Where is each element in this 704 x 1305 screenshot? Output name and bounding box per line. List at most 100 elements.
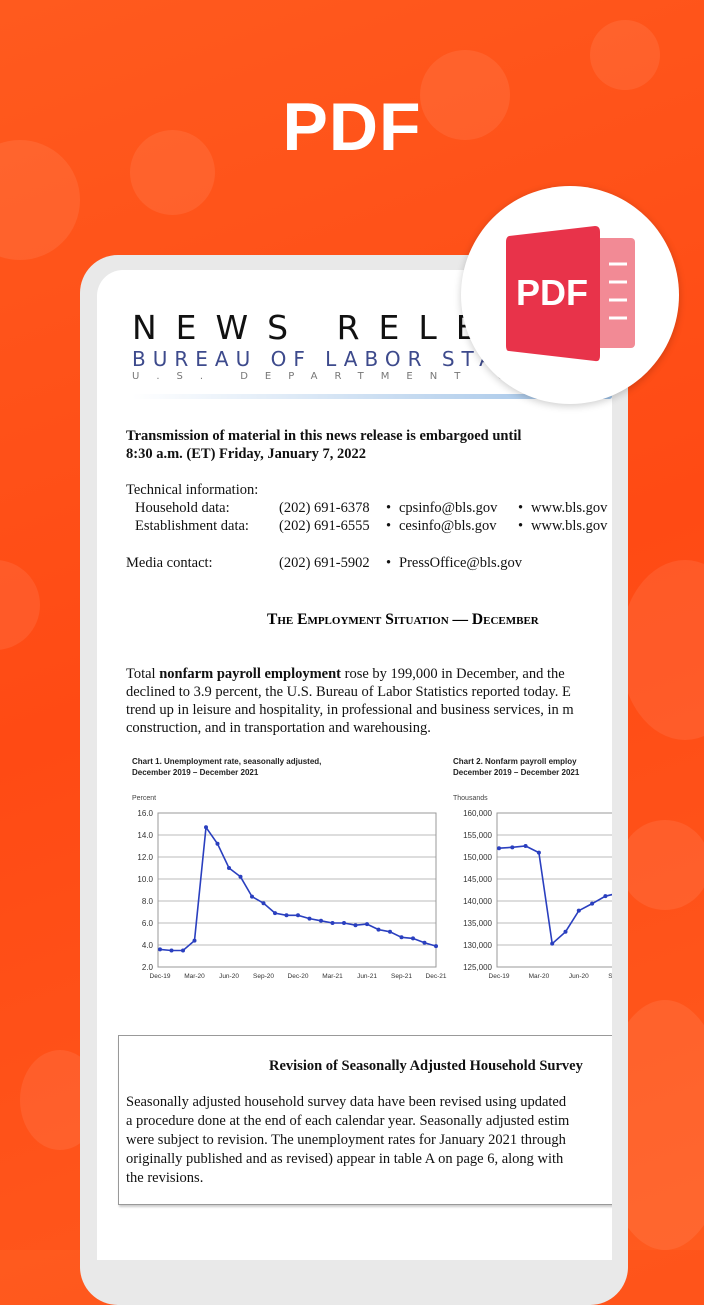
embargo-line: 8:30 a.m. (ET) Friday, January 7, 2022 xyxy=(126,446,367,462)
data-point xyxy=(523,844,528,848)
data-point xyxy=(563,929,568,934)
x-tick-label: Mar-20 xyxy=(529,973,550,980)
data-point xyxy=(181,948,185,953)
y-tick-label: 150,000 xyxy=(463,853,492,862)
pdf-page[interactable]: NEWS RELEASE BUREAU OF LABOR STATISTICS … xyxy=(97,270,612,1260)
x-tick-label: Mar-21 xyxy=(322,973,343,980)
data-point xyxy=(169,948,174,953)
contact-label: Establishment data: xyxy=(135,518,249,534)
data-point xyxy=(422,940,427,945)
data-point xyxy=(376,927,381,932)
contact-email[interactable]: cpsinfo@bls.gov xyxy=(399,500,498,516)
x-tick-label: Jun-20 xyxy=(219,973,239,980)
data-point xyxy=(238,874,243,879)
x-tick-label: Dec-21 xyxy=(426,973,447,980)
y-axis-label: Percent xyxy=(132,795,156,802)
revision-line: Seasonally adjusted household survey dat… xyxy=(126,1094,567,1110)
data-point xyxy=(284,913,289,918)
x-tick-label: Dec-19 xyxy=(489,973,510,980)
data-point xyxy=(536,850,541,855)
y-tick-label: 6.0 xyxy=(142,919,154,928)
data-point xyxy=(353,923,358,928)
y-tick-label: 135,000 xyxy=(463,919,492,928)
paragraph-line: trend up in leisure and hospitality, in … xyxy=(126,702,574,718)
y-tick-label: 12.0 xyxy=(137,853,153,862)
tech-info-label: Technical information: xyxy=(126,482,259,498)
x-tick-label: Dec-20 xyxy=(288,973,309,980)
chart-subtitle: December 2019 – December 2021 xyxy=(453,768,580,777)
contact-web[interactable]: www.bls.gov xyxy=(531,518,608,534)
y-tick-label: 10.0 xyxy=(137,875,153,884)
y-tick-label: 16.0 xyxy=(137,809,153,818)
data-point xyxy=(399,935,404,940)
section-title: The Employment Situation — December xyxy=(267,611,539,628)
media-label: Media contact: xyxy=(126,555,213,571)
data-point xyxy=(388,929,392,934)
paragraph-line: declined to 3.9 percent, the U.S. Bureau… xyxy=(126,684,571,700)
data-point xyxy=(250,894,254,899)
y-tick-label: 4.0 xyxy=(142,941,154,950)
y-tick-label: 140,000 xyxy=(463,897,492,906)
contact-email[interactable]: cesinfo@bls.gov xyxy=(399,518,497,534)
data-point xyxy=(227,866,231,870)
x-tick-label: Mar-20 xyxy=(184,973,205,980)
chart-title: Chart 2. Nonfarm payroll employ xyxy=(453,757,577,766)
series-line xyxy=(498,845,612,946)
y-tick-label: 8.0 xyxy=(142,897,154,906)
data-point xyxy=(576,908,581,913)
data-point xyxy=(590,901,595,906)
y-tick-label: 130,000 xyxy=(463,941,492,950)
paragraph-line: Total nonfarm payroll employment rose by… xyxy=(126,666,565,682)
y-tick-label: 14.0 xyxy=(137,831,153,840)
data-point xyxy=(261,901,266,906)
plot-frame xyxy=(496,812,612,968)
pdf-file-icon: PDF xyxy=(506,226,635,362)
y-tick-label: 145,000 xyxy=(463,875,492,884)
charts: Chart 1. Unemployment rate, seasonally a… xyxy=(132,757,612,980)
data-point xyxy=(215,841,220,846)
x-tick-label: Sep-20 xyxy=(253,973,274,980)
pdf-badge: PDF xyxy=(461,186,679,404)
masthead-rule xyxy=(132,394,612,399)
data-point xyxy=(365,922,369,927)
contact-phone: (202) 691-6378 xyxy=(279,500,370,516)
chart-subtitle: December 2019 – December 2021 xyxy=(132,768,259,777)
data-point xyxy=(319,918,323,923)
data-point xyxy=(411,936,415,941)
data-point xyxy=(342,921,346,925)
y-tick-label: 2.0 xyxy=(142,963,154,972)
data-point xyxy=(307,916,312,921)
data-point xyxy=(204,825,208,830)
revision-box: Revision of Seasonally Adjusted Househol… xyxy=(118,1035,612,1205)
pdf-badge-label: PDF xyxy=(516,272,588,313)
contact-web[interactable]: www.bls.gov xyxy=(531,500,608,516)
data-point xyxy=(497,846,501,851)
y-tick-label: 160,000 xyxy=(463,809,492,818)
x-tick-label: Sep-20 xyxy=(608,973,612,980)
masthead-department: U.S. DEPARTMENT OF LABOR xyxy=(132,371,612,382)
y-tick-label: 155,000 xyxy=(463,831,492,840)
x-tick-label: Jun-21 xyxy=(357,973,377,980)
data-point xyxy=(296,913,300,918)
y-tick-label: 125,000 xyxy=(463,963,492,972)
data-point xyxy=(603,894,608,899)
revision-line: the revisions. xyxy=(126,1170,204,1186)
data-point xyxy=(434,944,438,949)
hero-title: PDF xyxy=(282,89,422,165)
plot-frame xyxy=(157,812,437,968)
contact-phone: (202) 691-6555 xyxy=(279,518,370,534)
embargo-line: Transmission of material in this news re… xyxy=(126,428,522,444)
paragraph-line: construction, and in transportation and … xyxy=(126,720,431,736)
contact-label: Household data: xyxy=(135,500,230,516)
data-point xyxy=(158,947,162,952)
revision-title: Revision of Seasonally Adjusted Househol… xyxy=(269,1058,583,1074)
chart-title: Chart 1. Unemployment rate, seasonally a… xyxy=(132,757,321,766)
data-point xyxy=(330,921,335,925)
y-axis-label: Thousands xyxy=(453,795,488,802)
data-point xyxy=(273,911,277,916)
media-email[interactable]: PressOffice@bls.gov xyxy=(399,555,523,571)
revision-line: were subject to revision. The unemployme… xyxy=(126,1132,566,1148)
x-tick-label: Dec-19 xyxy=(150,973,171,980)
media-phone: (202) 691-5902 xyxy=(279,555,370,571)
x-tick-label: Jun-20 xyxy=(569,973,589,980)
